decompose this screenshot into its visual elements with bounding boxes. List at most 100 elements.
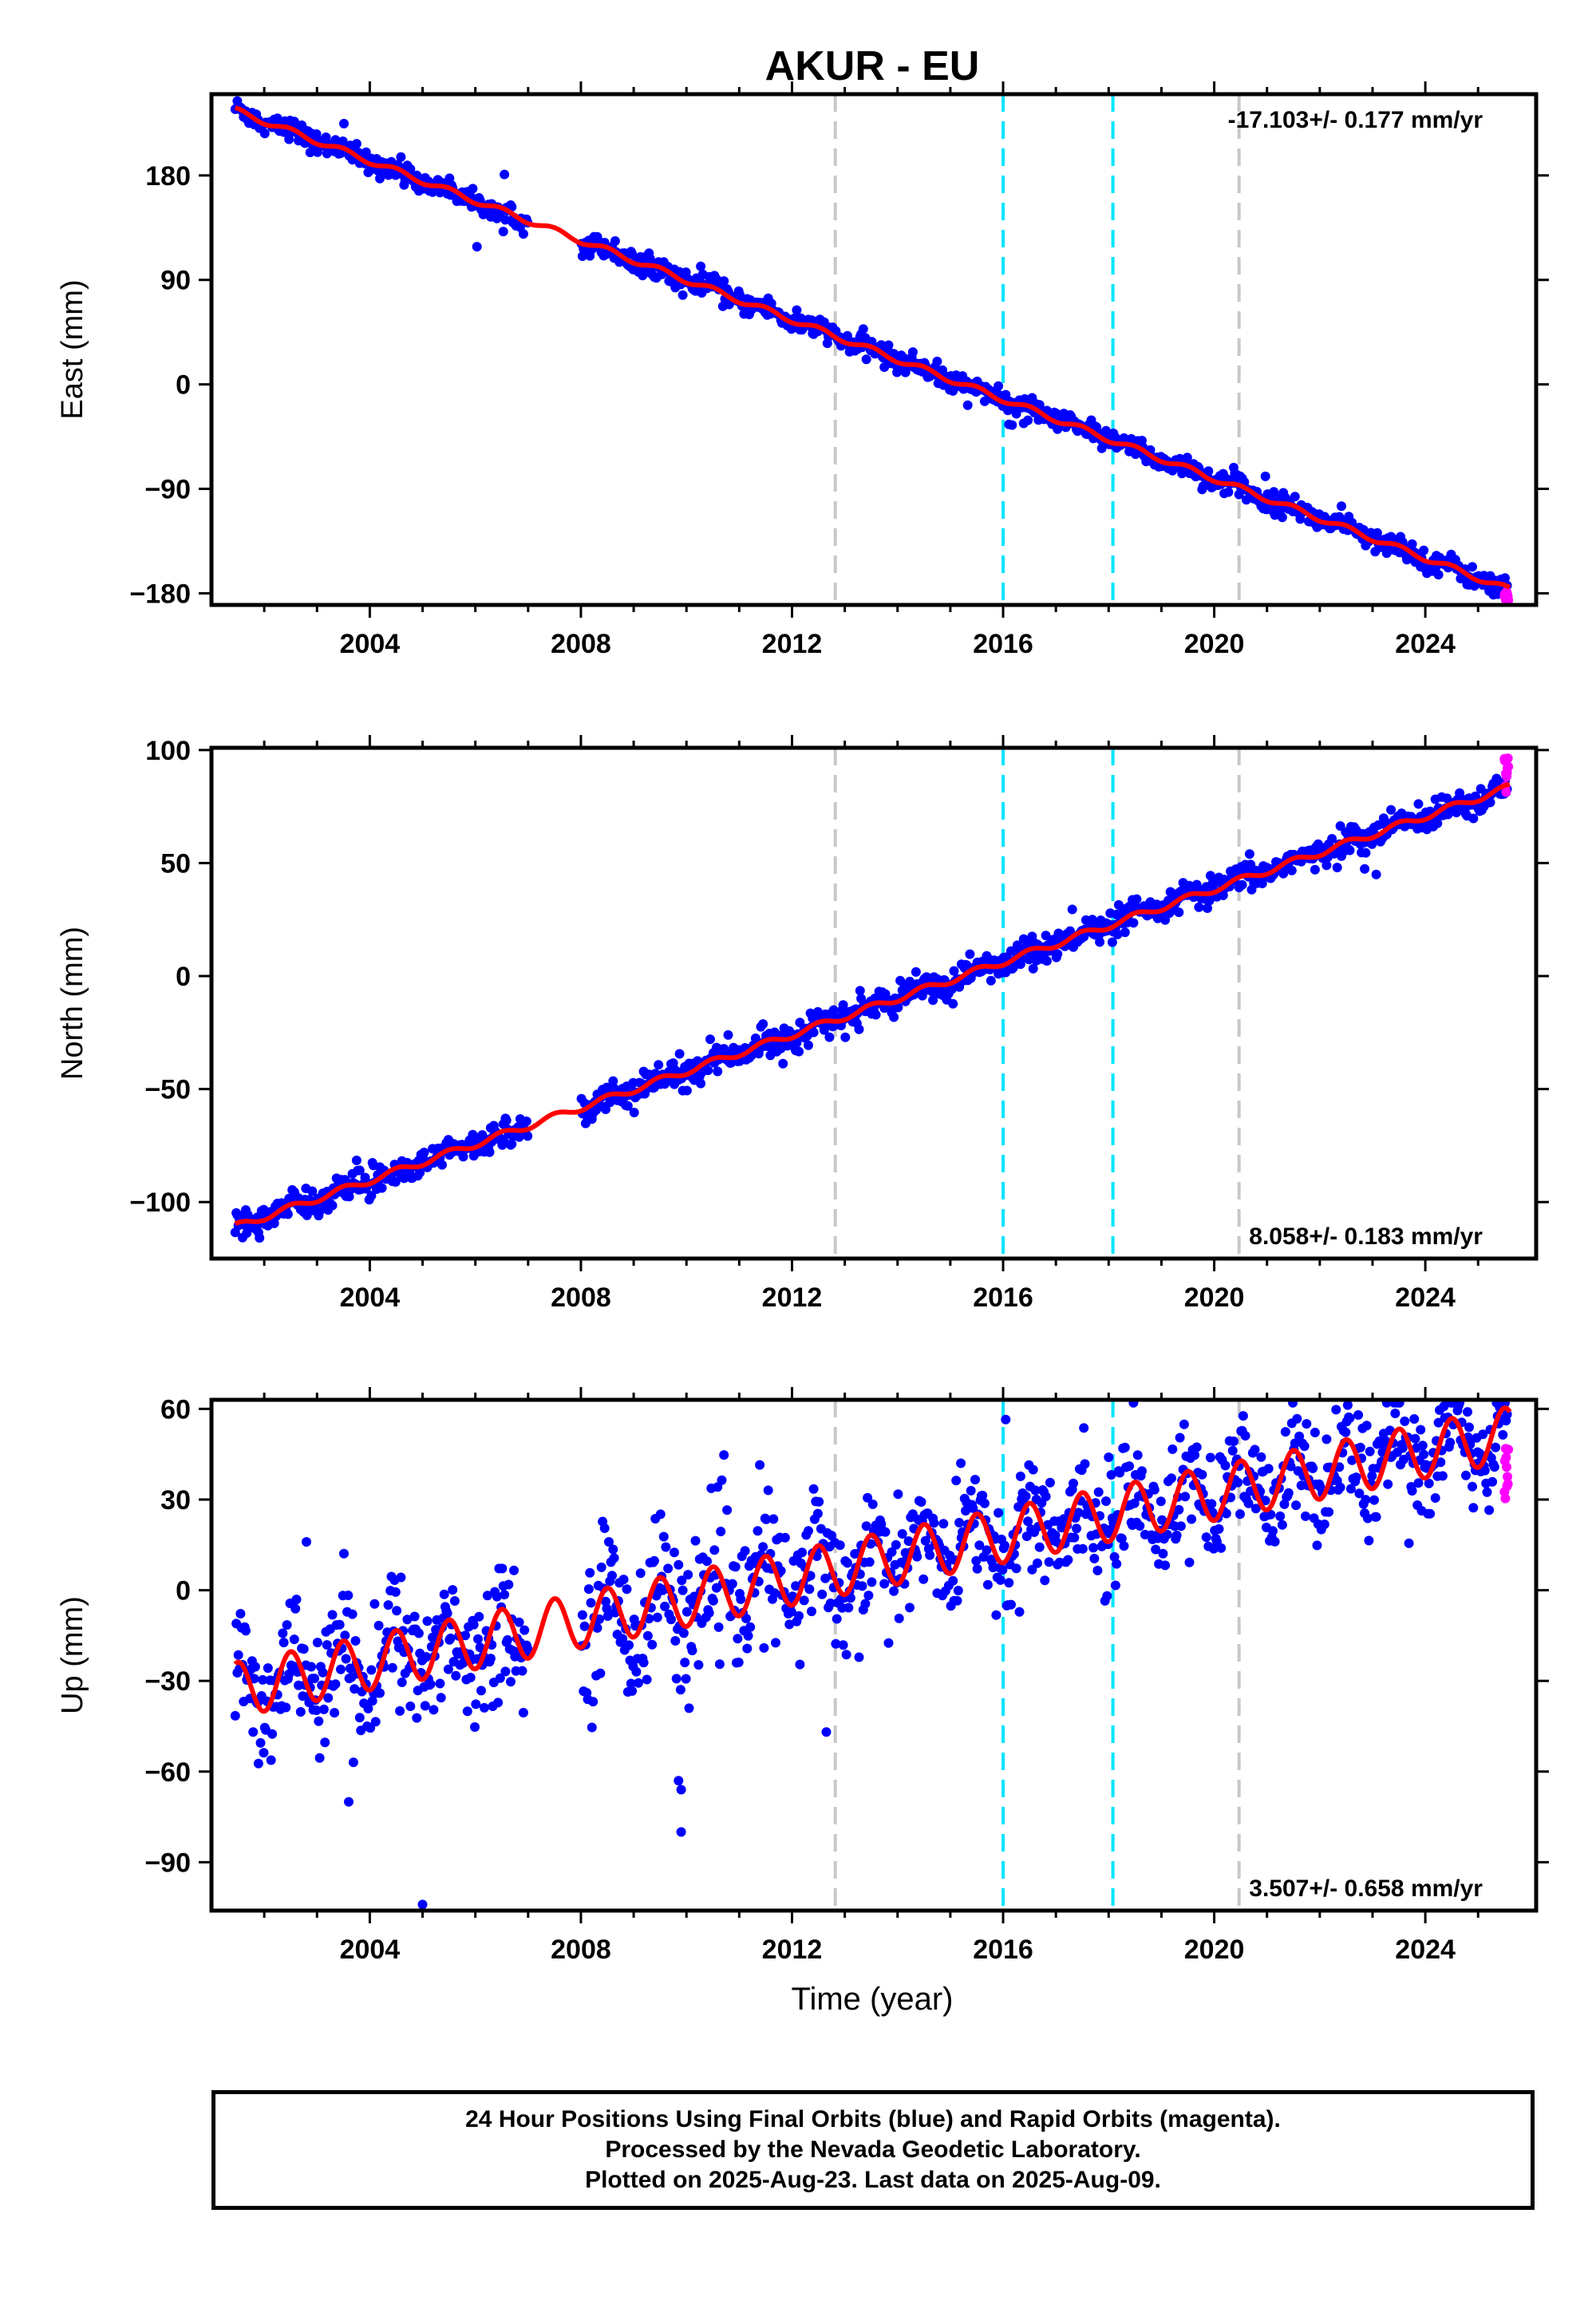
data-point [395, 1705, 405, 1716]
data-point [298, 1644, 309, 1654]
data-point [755, 1460, 765, 1470]
data-point [472, 242, 482, 252]
data-point [804, 1584, 815, 1595]
y-tick-label: 180 [145, 161, 191, 192]
velocity-annotation: 8.058+/- 0.183 mm/yr [1249, 1223, 1483, 1250]
data-point [1270, 1536, 1280, 1547]
x-tick-label: 2020 [1184, 629, 1245, 659]
data-point [674, 1559, 684, 1570]
data-point [1182, 453, 1192, 463]
data-point [1390, 1409, 1400, 1418]
data-point [1044, 1557, 1054, 1567]
data-point [745, 1622, 756, 1632]
data-point [1080, 1459, 1090, 1469]
y-tick-label: −60 [144, 1757, 191, 1788]
x-tick-label: 2008 [551, 1282, 611, 1313]
data-point [995, 1575, 1005, 1585]
x-tick-label: 2012 [762, 1935, 823, 1965]
data-point [824, 1032, 835, 1042]
data-point [1353, 1410, 1364, 1420]
data-point [638, 271, 648, 281]
data-point [1419, 545, 1429, 555]
data-point [601, 1105, 610, 1114]
data-point [722, 1505, 733, 1516]
data-point [879, 1579, 890, 1589]
data-point [577, 251, 587, 261]
data-point [932, 356, 942, 366]
data-point [437, 1160, 447, 1170]
data-point [705, 1034, 715, 1045]
data-point [1277, 1520, 1287, 1530]
data-point [670, 1547, 679, 1558]
data-point [986, 975, 996, 986]
data-point [351, 139, 361, 149]
data-point [622, 1584, 632, 1595]
data-point [255, 1737, 266, 1748]
data-point [506, 1677, 516, 1687]
data-point [272, 113, 282, 124]
data-point [1487, 1476, 1498, 1487]
data-point [1430, 1493, 1440, 1503]
data-point [631, 1666, 642, 1677]
data-point [666, 1614, 676, 1625]
data-point [585, 1567, 595, 1578]
data-point [445, 1633, 456, 1643]
data-point [1072, 1524, 1081, 1534]
data-point [282, 1620, 292, 1630]
data-point [1299, 1441, 1310, 1452]
data-point [415, 1168, 425, 1178]
data-point [956, 1458, 966, 1468]
data-point [1207, 1499, 1217, 1509]
data-point [1445, 1437, 1456, 1448]
data-point [624, 1640, 634, 1650]
x-tick-label: 2020 [1184, 1282, 1245, 1313]
data-point [860, 1599, 871, 1609]
data-point [649, 1555, 659, 1566]
data-point [1053, 949, 1063, 959]
data-point [867, 1499, 878, 1509]
data-point [1310, 864, 1320, 875]
data-point [1069, 1532, 1080, 1543]
data-point [507, 1139, 517, 1149]
data-point [663, 1563, 674, 1574]
footer-line-orbits: 24 Hour Positions Using Final Orbits (bl… [465, 2106, 1281, 2132]
data-point [1244, 849, 1254, 860]
data-point [435, 1678, 445, 1689]
data-point [425, 1679, 436, 1690]
data-point [1041, 956, 1052, 966]
data-point [318, 1667, 328, 1678]
x-tick-label: 2024 [1395, 1282, 1456, 1313]
data-point [269, 1218, 279, 1228]
data-point [652, 1612, 662, 1622]
data-point [1220, 1460, 1231, 1471]
data-point [962, 400, 973, 410]
data-point [897, 1529, 907, 1539]
data-point [1364, 1535, 1374, 1546]
data-point [680, 1658, 690, 1668]
data-point [1345, 1413, 1355, 1423]
data-point [676, 1827, 686, 1837]
data-point [312, 1638, 322, 1648]
x-axis-label: Time (year) [792, 1982, 954, 2017]
data-point [814, 1496, 824, 1507]
data-point [794, 1611, 804, 1621]
data-point [1093, 1487, 1104, 1497]
data-point [330, 1708, 340, 1718]
data-point [1292, 1413, 1302, 1424]
panel-2: 2004 2008 2012 2016 2020 2024 100 50 0 −50 −100 Nor… [56, 735, 1549, 1313]
data-point [1468, 813, 1479, 824]
data-point [387, 1662, 397, 1673]
data-point [808, 1484, 819, 1494]
data-point [1310, 1428, 1320, 1437]
footer-info-box: 24 Hour Positions Using Final Orbits (bl… [211, 2090, 1535, 2210]
data-point [864, 1557, 875, 1567]
data-point [1371, 1512, 1381, 1522]
data-point [1089, 1553, 1100, 1563]
data-point [807, 1607, 816, 1617]
data-point [1383, 1479, 1393, 1489]
data-point [681, 1607, 692, 1617]
data-point [1187, 1514, 1197, 1524]
data-point [468, 184, 478, 194]
data-point [696, 261, 706, 271]
data-point [514, 1617, 524, 1627]
